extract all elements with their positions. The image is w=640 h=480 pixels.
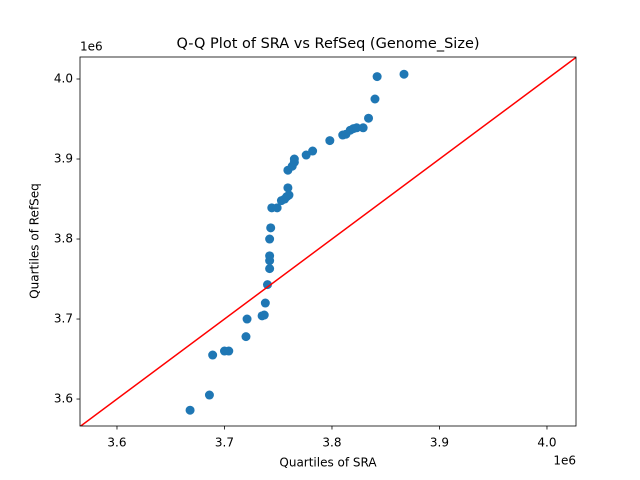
x-tick-label: 3.9 <box>430 436 449 450</box>
reference-line <box>80 57 576 426</box>
x-tick-label: 3.6 <box>107 436 126 450</box>
y-tick-label: 3.7 <box>54 312 73 326</box>
point <box>208 350 218 360</box>
point <box>272 203 282 213</box>
point <box>265 251 275 261</box>
y-tick-label: 3.8 <box>54 232 73 246</box>
y-offset-label: 1e6 <box>80 40 103 54</box>
point <box>204 390 214 400</box>
point <box>259 310 269 320</box>
y-tick-label: 3.6 <box>54 392 73 406</box>
plot-frame <box>79 56 577 427</box>
x-axis-label: Quartiles of SRA <box>279 456 377 470</box>
point <box>265 234 275 244</box>
point <box>370 94 380 104</box>
point <box>284 190 294 200</box>
point <box>241 332 251 342</box>
x-offset-label: 1e6 <box>553 454 576 468</box>
point <box>364 113 374 123</box>
point <box>185 405 195 415</box>
x-tick-label: 3.7 <box>215 436 234 450</box>
point <box>262 280 272 290</box>
x-tick-label: 3.8 <box>322 436 341 450</box>
point <box>358 123 368 133</box>
y-tick-label: 3.9 <box>54 152 73 166</box>
point <box>399 69 409 79</box>
point <box>242 314 252 324</box>
x-tick-label: 4.0 <box>537 436 556 450</box>
point <box>289 154 299 164</box>
point <box>260 298 270 308</box>
chart-title: Q-Q Plot of SRA vs RefSeq (Genome_Size) <box>176 36 479 52</box>
point <box>372 72 382 82</box>
point <box>266 223 276 233</box>
point <box>283 183 293 193</box>
point <box>265 264 275 274</box>
point <box>301 150 311 160</box>
point <box>308 146 318 156</box>
point <box>325 136 335 146</box>
y-axis-label: Quartiles of RefSeq <box>28 183 42 299</box>
point <box>352 123 362 133</box>
y-tick-label: 4.0 <box>54 72 73 86</box>
point <box>224 346 234 356</box>
